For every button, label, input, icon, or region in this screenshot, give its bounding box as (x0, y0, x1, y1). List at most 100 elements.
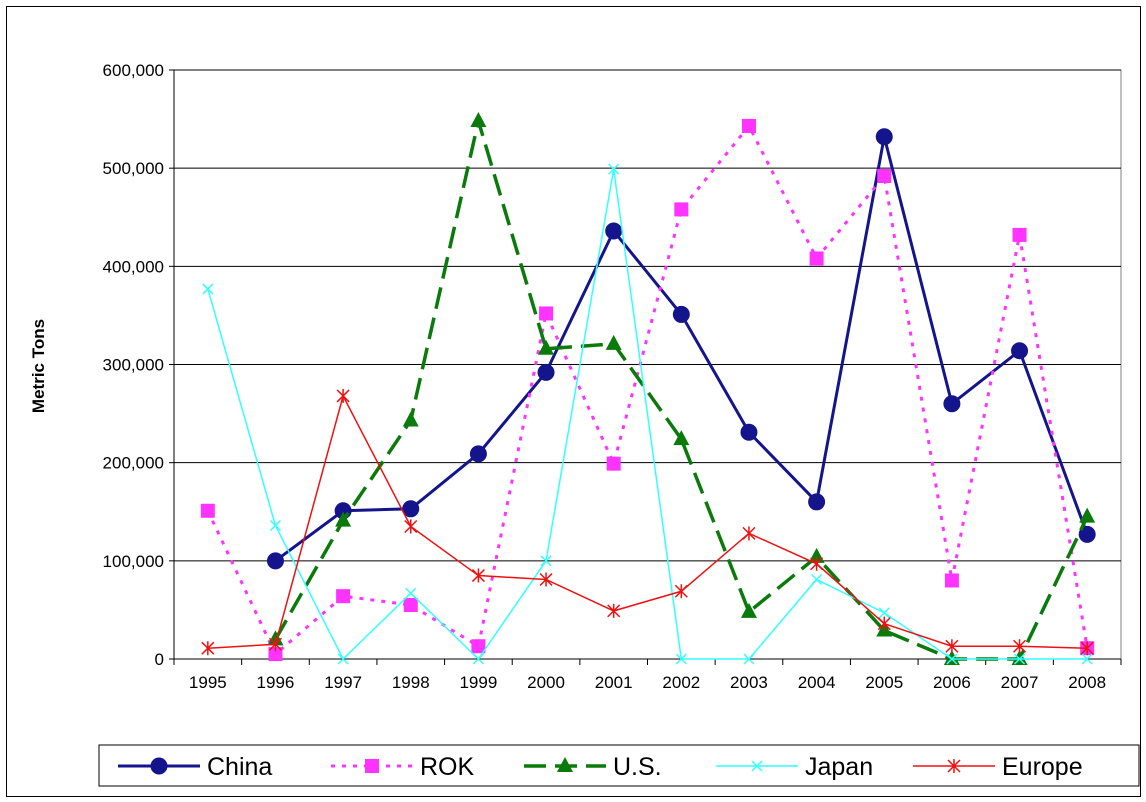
data-point-china (469, 445, 487, 463)
data-point-china (1078, 525, 1096, 543)
legend-item-europe: Europe (913, 753, 1083, 781)
legend-item-rok: ROK (331, 753, 475, 781)
data-point-europe (1013, 639, 1027, 654)
data-point-u-s (740, 602, 757, 618)
data-point-europe (268, 637, 282, 652)
x-tick-label: 1998 (392, 673, 430, 692)
data-point-europe (539, 572, 553, 587)
data-point-u-s (402, 411, 419, 427)
axes: 0 100,000 200,000 300,000 400,000 500,000 600,… (103, 61, 1122, 692)
x-tick-label: 2001 (595, 673, 633, 692)
series-rok (200, 118, 1095, 662)
series-line-japan (207, 169, 1088, 661)
data-point-europe (877, 616, 891, 631)
y-tick-label: 100,000 (103, 552, 164, 571)
data-point-u-s (1079, 507, 1096, 523)
x-tick-label: 1999 (459, 673, 497, 692)
series-china (266, 128, 1096, 570)
data-point-japan (405, 587, 417, 599)
data-point-u-s (943, 650, 960, 665)
y-tick-label: 200,000 (103, 454, 164, 473)
data-point-japan (946, 653, 958, 665)
data-point-japan (811, 573, 823, 586)
data-point-japan (878, 607, 890, 619)
data-point-japan (608, 163, 620, 175)
series-europe (201, 388, 1094, 656)
data-point-japan (269, 519, 281, 532)
data-point-u-s (673, 430, 690, 446)
data-point-rok (403, 598, 418, 613)
data-point-china (740, 423, 758, 441)
data-point-rok (539, 306, 554, 321)
y-axis-label: Metric Tons (29, 319, 48, 413)
x-tick-label: 1997 (324, 673, 362, 692)
data-point-rok (471, 639, 486, 654)
legend-label-rok: ROK (420, 753, 475, 781)
series-line-u-s (273, 114, 1089, 661)
data-point-china (1011, 342, 1029, 360)
data-point-europe (742, 526, 756, 541)
data-point-rok (200, 503, 215, 518)
x-tick-label: 2008 (1068, 673, 1106, 692)
data-point-europe (201, 641, 215, 656)
data-point-rok (336, 589, 351, 604)
data-point-rok (944, 573, 959, 588)
data-point-china (537, 363, 555, 381)
data-point-china (266, 552, 284, 570)
data-point-rok (877, 169, 892, 184)
x-tick-label: 2004 (798, 673, 836, 692)
legend-marker-u-s (557, 757, 573, 772)
data-point-europe (810, 556, 824, 571)
data-point-europe (471, 568, 485, 583)
data-point-rok (1012, 227, 1027, 242)
series-line-china (274, 136, 1089, 563)
data-point-u-s (538, 339, 555, 355)
legend-marker-rok (365, 759, 379, 773)
legend-marker-europe (947, 759, 961, 773)
legend-marker-china (150, 757, 168, 775)
data-point-rok (606, 456, 621, 471)
y-tick-label: 600,000 (103, 61, 164, 80)
x-tick-label: 1996 (257, 673, 295, 692)
data-point-china (875, 128, 893, 146)
data-point-japan (1081, 653, 1093, 665)
y-tick-label: 300,000 (103, 356, 164, 375)
legend-item-japan: Japan (716, 753, 873, 781)
y-tick-label: 0 (155, 650, 164, 669)
data-point-rok (741, 118, 756, 133)
data-point-europe (1080, 641, 1094, 656)
x-tick-label: 2005 (865, 673, 903, 692)
legend-label-europe: Europe (1002, 753, 1083, 781)
legend-label-u-s: U.S. (613, 753, 662, 781)
data-point-u-s (1011, 650, 1028, 665)
data-point-japan (472, 653, 484, 665)
series-japan (202, 163, 1093, 665)
data-point-europe (674, 584, 688, 599)
x-tick-label: 1995 (189, 673, 227, 692)
data-point-europe (404, 519, 418, 534)
data-point-japan (743, 653, 755, 665)
x-tick-label: 2002 (662, 673, 700, 692)
data-point-japan (202, 283, 214, 295)
series (200, 112, 1096, 665)
legend-label-china: China (207, 753, 272, 781)
data-point-rok (268, 647, 283, 662)
data-point-u-s (605, 334, 622, 350)
data-point-china (605, 222, 623, 240)
x-tick-label: 2006 (933, 673, 971, 692)
legend-item-china: China (118, 753, 272, 781)
data-point-rok (809, 251, 824, 266)
legend-marker-japan (751, 760, 763, 772)
legend-item-u-s: U.S. (524, 753, 662, 781)
data-point-europe (945, 639, 959, 654)
data-point-china (943, 395, 961, 413)
y-tick-label: 400,000 (103, 257, 164, 276)
data-point-europe (336, 388, 350, 403)
legend-label-japan: Japan (805, 753, 873, 781)
data-point-china (402, 500, 420, 518)
data-point-rok (674, 202, 689, 217)
data-point-u-s (470, 112, 487, 128)
data-point-china (808, 493, 826, 511)
y-tick-label: 500,000 (103, 159, 164, 178)
